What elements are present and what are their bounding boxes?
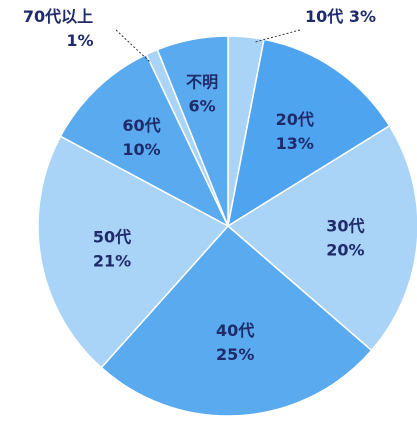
pie-slice (226, 38, 391, 228)
slice-percent: 20% (326, 240, 364, 259)
slice-label: 40代 (216, 321, 254, 340)
slice-label: 20代 (276, 110, 314, 129)
slice-label: 10代 3% (305, 7, 376, 26)
pie-slice (226, 124, 417, 352)
slice-percent: 1% (66, 31, 93, 50)
slice-percent: 6% (189, 97, 216, 116)
slice-percent: 10% (122, 140, 160, 159)
slice-label: 60代 (122, 116, 160, 135)
pie-slice (100, 224, 373, 417)
pie-slices (37, 35, 417, 417)
slice-label: 70代以上 (23, 7, 93, 26)
slice-percent: 21% (93, 252, 131, 271)
slice-label: 30代 (326, 216, 364, 235)
slice-percent: 13% (276, 134, 314, 153)
pie-slice (59, 53, 230, 228)
slice-label: 50代 (93, 228, 131, 247)
pie-slice (156, 35, 229, 227)
pie-labels: 10代 3% 20代 13% 30代 20% 40代 25% 50代 21% 60代 10% 70代以… (23, 7, 376, 364)
slice-percent: 25% (216, 345, 254, 364)
slice-label: 不明 (186, 73, 218, 92)
pie-slice (37, 135, 230, 369)
